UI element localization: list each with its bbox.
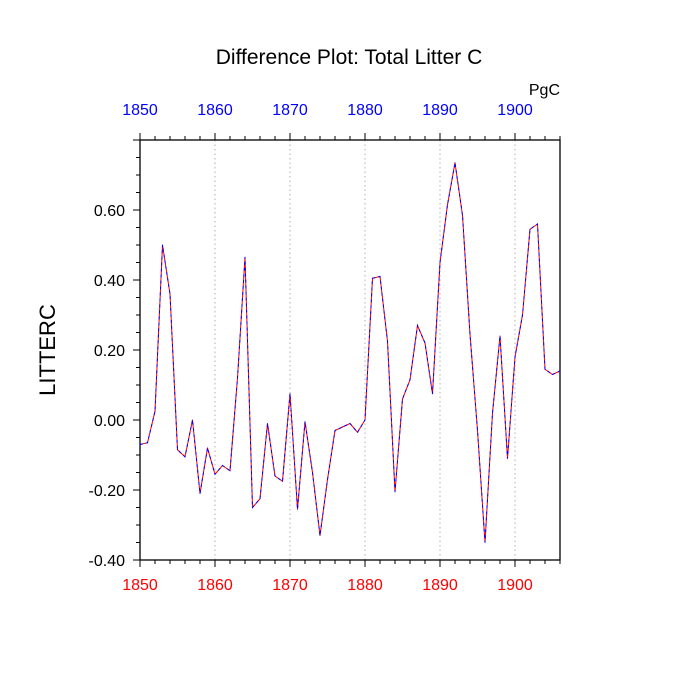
data-point-1855 [176,449,179,451]
y-tick-label-2: 0.00 [94,413,125,430]
x-tick-label-bottom-1860: 1860 [197,577,233,594]
data-point-1862 [229,470,231,472]
plot-frame [139,139,561,561]
data-point-1899 [506,457,509,460]
data-point-1853 [161,244,164,246]
data-point-1877 [341,426,344,428]
data-point-1900 [514,356,516,358]
data-point-1867 [266,422,269,425]
data-point-1890 [439,261,441,264]
data-point-1898 [499,335,501,337]
data-point-1878 [349,422,351,425]
data-point-1865 [251,506,254,509]
data-point-1897 [491,412,494,414]
x-tick-label-top-1860: 1860 [197,102,233,119]
data-point-1873 [311,471,314,474]
data-point-1882 [379,275,381,278]
series-line-0-dash [139,162,561,543]
data-point-1876 [334,429,336,432]
data-point-1859 [206,447,209,449]
data-point-1883 [386,340,389,342]
y-tick-label-0: -0.40 [89,553,126,570]
data-point-1894 [469,333,471,335]
data-point-1903 [536,223,539,225]
y-tick-label-4: 0.40 [94,273,125,290]
y-tick-label-3: 0.20 [94,343,125,360]
data-point-1850 [139,443,141,446]
y-tick-label-5: 0.60 [94,203,125,220]
data-point-1871 [296,508,299,510]
x-tick-label-top-1900: 1900 [497,102,533,119]
series-lines [139,162,561,544]
y-axis-label: LITTERC [35,304,60,396]
x-tick-label-top-1870: 1870 [272,102,308,119]
data-point-1892 [454,162,456,164]
x-tick-label-bottom-1890: 1890 [422,577,458,594]
data-point-1872 [304,421,306,423]
units-label: PgC [529,82,560,99]
data-point-1901 [521,314,524,316]
data-point-1885 [401,398,404,400]
data-point-1875 [326,478,329,481]
data-point-1891 [446,204,449,206]
data-point-1896 [484,541,486,544]
data-point-1851 [146,442,149,444]
y-tick-label-1: -0.20 [89,483,126,500]
data-point-1881 [371,277,374,279]
data-point-1906 [559,370,561,372]
data-point-1869 [281,480,284,482]
x-tick-label-bottom-1870: 1870 [272,577,308,594]
data-point-1852 [154,410,156,412]
plot-frame-border [139,139,561,561]
x-tick-label-top-1850: 1850 [122,102,158,119]
data-point-1902 [529,228,531,230]
x-tick-label-bottom-1850: 1850 [122,577,158,594]
data-point-1893 [461,214,464,216]
x-tick-label-top-1890: 1890 [422,102,458,119]
data-point-1864 [244,256,246,258]
data-point-1884 [394,491,396,493]
data-point-1880 [364,419,366,421]
data-point-1874 [319,534,321,537]
data-point-1857 [191,419,194,421]
data-point-1860 [214,473,216,475]
data-point-1904 [544,368,546,370]
data-point-1886 [409,379,411,381]
axis-ticks [133,133,561,567]
data-point-1888 [424,342,426,344]
data-point-1887 [416,324,419,327]
data-point-1905 [551,373,554,376]
data-point-1866 [259,498,261,500]
data-point-1895 [476,429,479,432]
data-point-1868 [274,475,276,477]
tick-labels: 1850 1850 1860 1860 1870 1870 1880 1880 1890 1890… [89,102,533,594]
data-point-1889 [431,393,434,395]
x-tick-label-bottom-1900: 1900 [497,577,533,594]
data-point-1858 [199,492,201,495]
data-point-1856 [184,456,186,458]
data-point-1870 [289,393,291,395]
series-line-0-base [139,162,561,543]
data-point-1861 [221,464,224,467]
x-tick-label-top-1880: 1880 [347,102,383,119]
x-tick-label-bottom-1880: 1880 [347,577,383,594]
data-point-1854 [169,293,171,295]
data-point-1863 [236,377,239,379]
chart-title: Difference Plot: Total Litter C [216,46,483,69]
data-point-1879 [356,431,359,433]
